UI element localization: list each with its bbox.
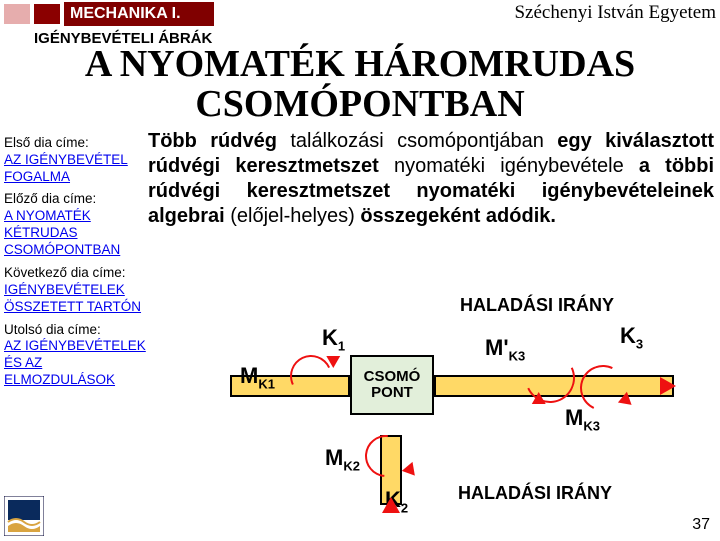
course-title: MECHANIKA I. [64,2,214,26]
direction-arrow-right [660,377,676,395]
body-bold-1: Több rúdvég [148,130,277,152]
label-k1: K1 [322,325,345,353]
prev-slide-link[interactable]: A NYOMATÉK KÉTRUDAS CSOMÓPONTBAN [4,208,120,257]
body-bold-4: összegeként adódik. [360,205,556,227]
node-box: CSOMÓ PONT [350,355,434,415]
next-slide-link[interactable]: IGÉNYBEVÉTELEK ÖSSZETETT TARTÓN [4,282,141,314]
decor-square-1 [4,4,30,24]
nav-sidebar: Első dia címe: AZ IGÉNYBEVÉTEL FOGALMA E… [0,129,148,389]
label-mk2: MK2 [325,445,360,473]
body-text-3: (előjel-helyes) [225,205,361,227]
title-line-1: A NYOMATÉK HÁROMRUDAS [85,43,635,85]
direction-label-top: HALADÁSI IRÁNY [460,295,614,316]
first-slide-link[interactable]: AZ IGÉNYBEVÉTEL FOGALMA [4,152,128,184]
direction-arrow-up [382,497,400,513]
node-label: CSOMÓ PONT [352,369,432,402]
label-k3: K3 [620,323,643,351]
label-mpk3: M'K3 [485,335,525,363]
body-text-1: találkozási csomópontjában [277,130,557,152]
university-logo-icon [4,496,44,536]
page-number: 37 [692,516,710,534]
slide-title: A NYOMATÉK HÁROMRUDAS CSOMÓPONTBAN [0,45,720,125]
university-name: Széchenyi István Egyetem [514,2,716,24]
label-mk1: MK1 [240,363,275,391]
prev-slide-label: Előző dia címe: [4,191,148,208]
last-slide-label: Utolsó dia címe: [4,322,148,339]
title-line-2: CSOMÓPONTBAN [195,83,524,125]
direction-label-bottom: HALADÁSI IRÁNY [458,483,612,504]
decor-square-2 [34,4,60,24]
first-slide-label: Első dia címe: [4,135,148,152]
node-diagram: HALADÁSI IRÁNY CSOMÓ PONT K1 K2 K3 MK1 M… [230,295,690,515]
body-text-2: nyomatéki igénybevétele [379,155,639,177]
next-slide-label: Következő dia címe: [4,265,148,282]
last-slide-link[interactable]: AZ IGÉNYBEVÉTELEK ÉS AZ ELMOZDULÁSOK [4,338,146,387]
arc-mpk3 [518,346,582,410]
